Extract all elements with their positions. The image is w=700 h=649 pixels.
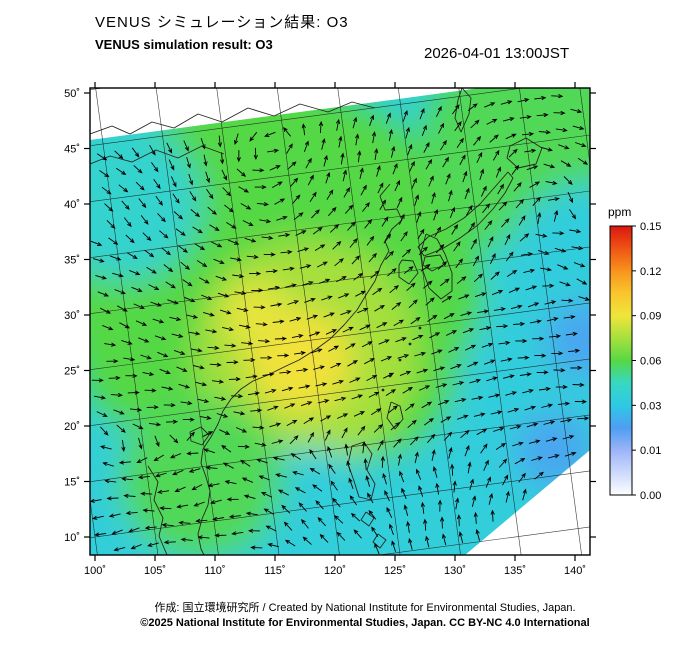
y-axis: 50˚ 45˚ 40˚ 35˚ 30˚ 25˚ 20˚ 15˚ 10˚ [64, 88, 596, 544]
x-tick-label: 105˚ [144, 565, 166, 577]
y-tick-label: 10˚ [64, 532, 80, 544]
colorbar-tick-label: 0.09 [640, 311, 661, 323]
x-tick-label: 115˚ [264, 565, 285, 577]
colorbar-tick-label: 0.12 [640, 266, 661, 278]
wind-vector-arrows [90, 93, 590, 555]
y-tick-label: 30˚ [64, 310, 80, 322]
title-japanese: VENUS シミュレーション結果: O3 [95, 14, 349, 31]
colorbar: 0.15 0.12 0.09 0.06 0.03 0.01 0.00 ppm [608, 205, 661, 502]
y-tick-label: 25˚ [64, 366, 80, 378]
y-tick-label: 50˚ [64, 88, 80, 100]
y-tick-label: 45˚ [64, 144, 80, 156]
x-tick-label: 140˚ [564, 565, 586, 577]
x-tick-label: 135˚ [504, 565, 526, 577]
title-english: VENUS simulation result: O3 [95, 37, 273, 52]
map-frame: 100˚ 105˚ 110˚ 115˚ 120˚ 125˚ 130˚ 135˚ 140˚ 50˚ 4… [64, 82, 596, 577]
x-tick-label: 100˚ [84, 565, 106, 577]
footer-license: ©2025 National Institute for Environment… [140, 617, 590, 629]
x-tick-label: 130˚ [444, 565, 466, 577]
colorbar-tick-label: 0.03 [640, 400, 661, 412]
y-tick-label: 35˚ [64, 255, 80, 267]
y-tick-label: 20˚ [64, 421, 80, 433]
x-axis: 100˚ 105˚ 110˚ 115˚ 120˚ 125˚ 130˚ 135˚ 140˚ [84, 82, 586, 577]
y-tick-label: 15˚ [64, 477, 80, 489]
x-tick-label: 120˚ [324, 565, 346, 577]
colorbar-units-label: ppm [608, 205, 631, 219]
colorbar-tick-label: 0.01 [640, 445, 661, 457]
x-tick-label: 125˚ [384, 565, 406, 577]
y-tick-label: 40˚ [64, 199, 80, 211]
valid-timestamp: 2026-04-01 13:00JST [424, 45, 570, 62]
footer-credit: 作成: 国立環境研究所 / Created by National Instit… [154, 602, 576, 614]
colorbar-tick-label: 0.06 [640, 356, 661, 368]
colorbar-tick-label: 0.00 [640, 490, 661, 502]
colorbar-tick-label: 0.15 [640, 221, 661, 233]
x-tick-label: 110˚ [204, 565, 225, 577]
